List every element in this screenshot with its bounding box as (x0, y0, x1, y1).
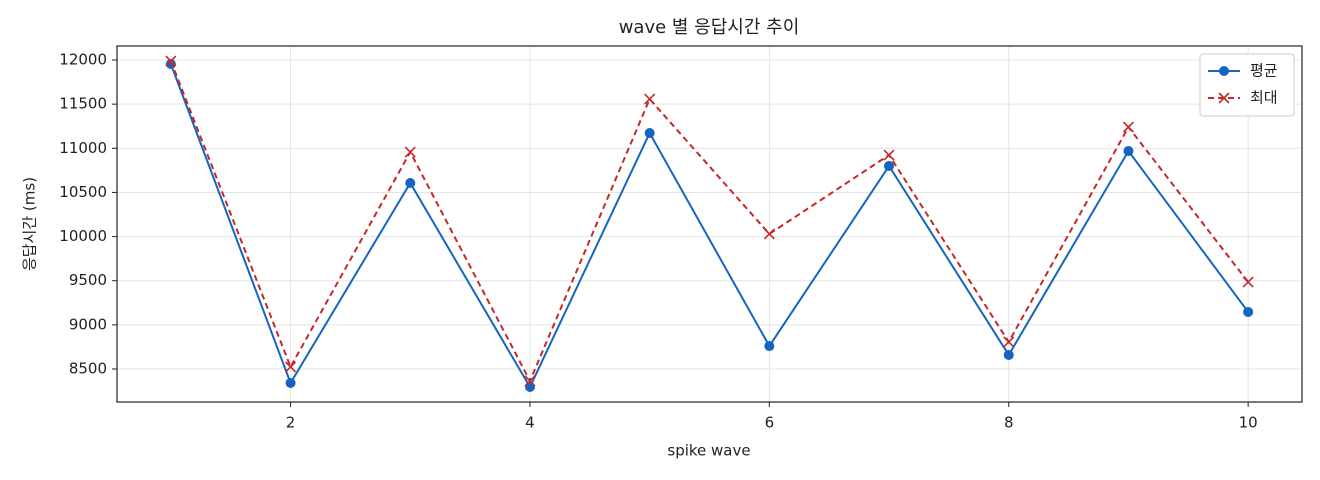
data-point (165, 59, 176, 70)
data-point (404, 146, 416, 158)
data-point (285, 378, 296, 389)
y-tick-label: 8500 (69, 359, 107, 377)
data-point (1003, 336, 1015, 348)
legend-label: 평균 (1250, 62, 1278, 80)
data-point (284, 361, 297, 373)
y-tick-label: 9000 (69, 315, 107, 333)
y-tick-label: 10000 (59, 227, 107, 245)
data-point (644, 93, 656, 105)
data-point (1003, 349, 1014, 360)
x-tick-label: 2 (286, 414, 296, 432)
x-axis-label: spike wave (667, 442, 750, 460)
data-point (883, 149, 895, 161)
legend-marker (1218, 92, 1230, 104)
data-point (763, 228, 775, 240)
data-point (1122, 121, 1135, 133)
legend-box (1199, 53, 1295, 117)
x-tick-label: 4 (525, 414, 535, 432)
legend-marker (1219, 66, 1229, 76)
y-tick-label: 11000 (59, 139, 107, 157)
data-point (644, 128, 655, 139)
x-tick-label: 6 (765, 414, 775, 432)
data-point (884, 160, 895, 171)
data-point (524, 375, 536, 387)
data-point (405, 177, 416, 188)
data-point (165, 55, 177, 67)
data-point (1243, 306, 1254, 317)
data-point (764, 341, 775, 352)
chart-title: wave 별 응답시간 추이 (619, 17, 800, 38)
y-tick-label: 12000 (59, 51, 107, 69)
series-line (169, 63, 1249, 390)
data-point (1242, 276, 1254, 288)
plot-frame (116, 45, 1303, 403)
legend-label: 최대 (1250, 89, 1278, 107)
y-tick-label: 10500 (59, 183, 107, 201)
series-line (169, 60, 1249, 384)
x-tick-label: 10 (1239, 414, 1258, 432)
y-axis-label: 응답시간 (ms) (21, 177, 39, 271)
y-tick-label: 11500 (59, 95, 107, 113)
x-tick-label: 8 (1004, 414, 1014, 432)
data-point (1123, 146, 1134, 157)
y-tick-label: 9500 (69, 271, 107, 289)
